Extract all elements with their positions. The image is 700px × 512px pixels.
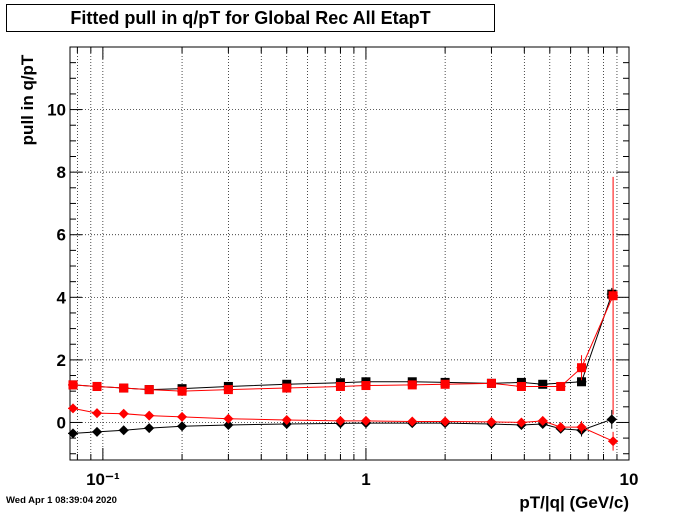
data-point-diamond xyxy=(608,436,619,447)
y-tick-label: 10 xyxy=(47,101,66,120)
y-tick-label: 8 xyxy=(57,163,66,182)
data-point-square xyxy=(92,381,102,391)
x-tick-label: 10⁻¹ xyxy=(86,470,120,489)
data-point-diamond xyxy=(68,428,79,439)
data-point-diamond xyxy=(92,426,103,437)
data-point-diamond xyxy=(118,425,129,436)
data-point-square xyxy=(440,379,450,389)
x-axis-label: pT/|q| (GeV/c) xyxy=(519,493,629,512)
data-point-square xyxy=(608,291,618,301)
plot-frame xyxy=(69,46,630,461)
y-tick-label: 2 xyxy=(57,351,66,370)
data-point-diamond xyxy=(606,414,617,425)
series-line xyxy=(72,295,614,392)
data-point-diamond xyxy=(360,415,371,426)
data-point-diamond xyxy=(68,403,79,414)
data-marks xyxy=(68,176,619,451)
data-point-diamond xyxy=(223,413,234,424)
data-point-diamond xyxy=(537,415,548,426)
data-point-square xyxy=(516,381,526,391)
data-point-diamond xyxy=(440,416,451,427)
data-point-square xyxy=(577,377,587,387)
data-point-diamond xyxy=(144,410,155,421)
data-point-diamond xyxy=(576,422,587,433)
data-point-diamond xyxy=(516,417,527,428)
data-point-diamond xyxy=(92,408,103,419)
data-point-square xyxy=(407,380,417,390)
data-point-square xyxy=(223,385,233,395)
y-tick-label: 6 xyxy=(57,226,66,245)
data-point-square xyxy=(486,378,496,388)
x-tick-label: 1 xyxy=(361,470,370,489)
axis-ticks xyxy=(70,47,630,460)
data-point-diamond xyxy=(144,423,155,434)
y-tick-label: 0 xyxy=(57,413,66,432)
data-point-diamond xyxy=(223,419,234,430)
data-point-square xyxy=(68,380,78,390)
x-tick-label: 10 xyxy=(620,470,639,489)
data-point-square xyxy=(335,381,345,391)
series-group xyxy=(68,403,619,451)
chart-title: Fitted pull in q/pT for Global Rec All E… xyxy=(6,4,495,32)
data-point-diamond xyxy=(177,421,188,432)
timestamp: Wed Apr 1 08:39:04 2020 xyxy=(6,495,117,506)
data-point-square xyxy=(144,385,154,395)
series-group xyxy=(68,287,617,395)
data-point-square xyxy=(119,383,129,393)
series-group xyxy=(68,176,619,415)
tick-labels: 0 2 4 6 8 10 10⁻¹ 1 10 xyxy=(47,101,638,489)
data-point-square xyxy=(361,381,371,391)
data-point-diamond xyxy=(407,416,418,427)
data-point-square xyxy=(577,363,587,373)
y-axis-label: pull in q/pT xyxy=(18,54,37,145)
data-point-square xyxy=(556,381,566,391)
data-point-square xyxy=(282,383,292,393)
data-point-diamond xyxy=(486,416,497,427)
data-point-square xyxy=(177,386,187,396)
data-point-diamond xyxy=(555,422,566,433)
data-point-diamond xyxy=(118,408,129,419)
grid-lines xyxy=(70,47,630,460)
data-point-diamond xyxy=(177,411,188,422)
series-line xyxy=(72,294,613,391)
data-point-diamond xyxy=(281,414,292,425)
y-tick-label: 4 xyxy=(57,288,67,307)
data-point-square xyxy=(538,379,548,389)
data-point-diamond xyxy=(335,415,346,426)
